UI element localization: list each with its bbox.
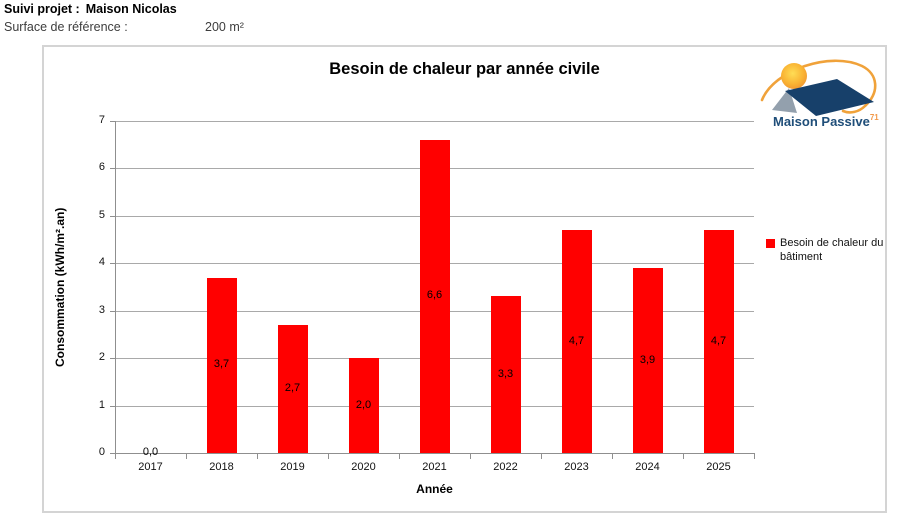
x-tick-label: 2019 bbox=[280, 461, 305, 473]
y-axis-tick bbox=[110, 406, 115, 407]
logo-region-text: 71 bbox=[870, 113, 879, 122]
y-axis-tick bbox=[110, 216, 115, 217]
bar-2021[interactable] bbox=[420, 140, 450, 453]
y-axis-tick bbox=[110, 168, 115, 169]
chart-area[interactable]: Besoin de chaleur par année civile Maiso… bbox=[42, 45, 887, 513]
bar-2025[interactable] bbox=[704, 230, 734, 453]
roof-icon bbox=[785, 79, 874, 116]
bar-value-label: 4,7 bbox=[710, 335, 727, 347]
surface-label: Surface de référence : bbox=[4, 20, 128, 34]
bar-value-label: 0,0 bbox=[142, 446, 159, 458]
y-tick-label: 3 bbox=[98, 304, 105, 316]
legend: Besoin de chaleur du bâtiment bbox=[766, 236, 886, 265]
y-axis-tick bbox=[110, 453, 115, 454]
y-axis-line bbox=[115, 121, 116, 454]
x-axis-tick bbox=[683, 454, 684, 459]
bar-2023[interactable] bbox=[562, 230, 592, 453]
x-axis-tick bbox=[328, 454, 329, 459]
bar-value-label: 6,6 bbox=[426, 289, 443, 301]
y-tick-label: 1 bbox=[98, 399, 105, 411]
x-tick-label: 2020 bbox=[351, 461, 376, 473]
sheet-header: Suivi projet : Maison Nicolas Surface de … bbox=[0, 0, 920, 40]
x-tick-label: 2017 bbox=[138, 461, 163, 473]
bar-value-label: 2,7 bbox=[284, 382, 301, 394]
bar-2022[interactable] bbox=[491, 296, 521, 453]
x-axis-tick bbox=[115, 454, 116, 459]
x-axis-tick bbox=[399, 454, 400, 459]
x-tick-label: 2025 bbox=[706, 461, 731, 473]
bar-value-label: 2,0 bbox=[355, 399, 372, 411]
bar-value-label: 4,7 bbox=[568, 335, 585, 347]
x-tick-label: 2023 bbox=[564, 461, 589, 473]
bar-value-label: 3,9 bbox=[639, 354, 656, 366]
x-tick-label: 2021 bbox=[422, 461, 447, 473]
bar-value-label: 3,3 bbox=[497, 368, 514, 380]
logo-graphic: Maison Passive71 bbox=[760, 59, 879, 129]
chart-title: Besoin de chaleur par année civile bbox=[329, 60, 600, 78]
y-tick-label: 2 bbox=[98, 351, 105, 363]
surface-value: 200 m² bbox=[205, 20, 244, 34]
logo-brand-text: Maison Passive bbox=[773, 114, 870, 129]
y-axis-tick bbox=[110, 358, 115, 359]
x-tick-label: 2018 bbox=[209, 461, 234, 473]
sun-icon bbox=[781, 63, 807, 89]
bar-2020[interactable] bbox=[349, 358, 379, 453]
y-tick-label: 0 bbox=[98, 446, 105, 458]
y-axis-tick bbox=[110, 121, 115, 122]
y-tick-label: 5 bbox=[98, 209, 105, 221]
project-line: Suivi projet : Maison Nicolas bbox=[4, 2, 177, 16]
y-tick-label: 6 bbox=[98, 161, 105, 173]
svg-text:Maison Passive71: Maison Passive71 bbox=[773, 113, 879, 129]
x-axis-tick bbox=[186, 454, 187, 459]
bar-value-label: 3,7 bbox=[213, 358, 230, 370]
bar-2018[interactable] bbox=[207, 278, 237, 453]
x-axis-tick bbox=[470, 454, 471, 459]
y-axis-tick bbox=[110, 263, 115, 264]
project-label: Suivi projet : bbox=[4, 2, 80, 16]
x-axis-tick bbox=[541, 454, 542, 459]
x-axis-tick bbox=[257, 454, 258, 459]
x-tick-label: 2022 bbox=[493, 461, 518, 473]
gridline bbox=[115, 121, 754, 122]
y-axis-tick bbox=[110, 311, 115, 312]
maison-passive-logo: Maison Passive71 bbox=[760, 56, 880, 130]
bar-2019[interactable] bbox=[278, 325, 308, 453]
y-tick-label: 4 bbox=[98, 256, 105, 268]
x-axis-line bbox=[115, 453, 755, 454]
legend-swatch-red bbox=[766, 239, 775, 248]
x-axis-tick bbox=[612, 454, 613, 459]
bar-2024[interactable] bbox=[633, 268, 663, 453]
x-tick-label: 2024 bbox=[635, 461, 660, 473]
project-name: Maison Nicolas bbox=[85, 2, 177, 16]
legend-label: Besoin de chaleur du bâtiment bbox=[780, 237, 884, 264]
y-tick-label: 7 bbox=[98, 114, 105, 126]
x-axis-tick bbox=[754, 454, 755, 459]
x-axis-title: Année bbox=[416, 482, 453, 496]
